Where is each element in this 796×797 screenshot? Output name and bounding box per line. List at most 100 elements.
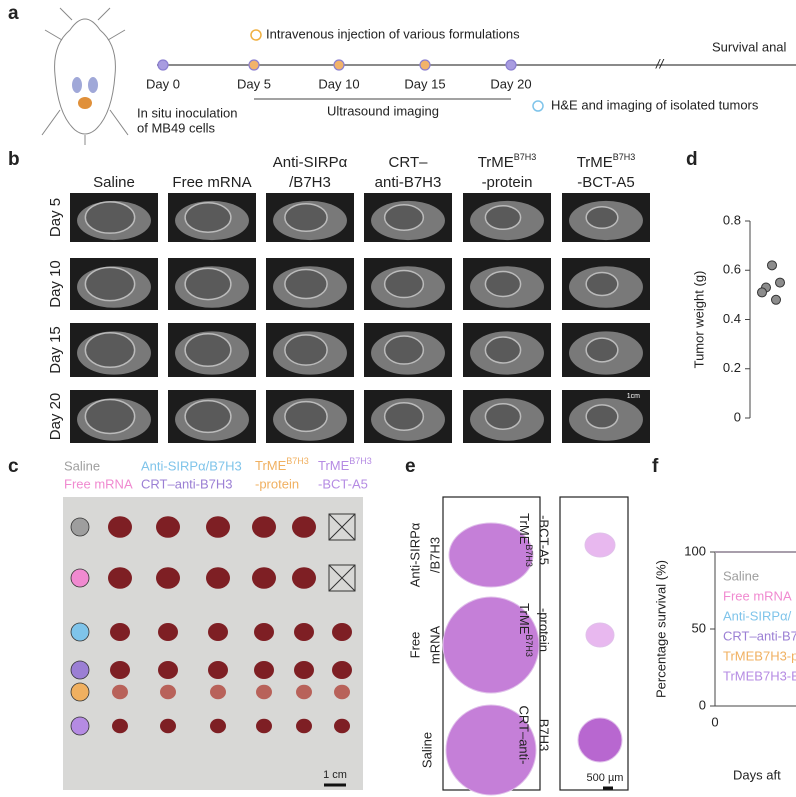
- tumor: [158, 623, 178, 641]
- day-label: Day 10: [318, 76, 359, 91]
- tumor: [160, 684, 176, 700]
- sample-label-base: TrME: [517, 513, 532, 545]
- legend-entry: TrMEB7H3: [318, 456, 372, 473]
- sample-label: /B7H3: [427, 537, 442, 573]
- legend-entry: Free mRNA: [723, 588, 792, 603]
- y-tick-label: 0.2: [723, 360, 741, 375]
- inoculation-label: In situ inoculation: [137, 105, 237, 120]
- ultrasound-tumor: [383, 269, 425, 299]
- column-header: anti-B7H3: [375, 174, 442, 191]
- panel-label: b: [8, 149, 20, 170]
- tumor: [294, 661, 314, 679]
- ultrasound-tumor: [484, 204, 522, 231]
- sample-label: -BCT-A5: [537, 515, 552, 565]
- tumor: [110, 623, 130, 641]
- scale-label: 500 µm: [587, 772, 624, 784]
- tumor: [206, 567, 230, 589]
- ultrasound-tumor: [585, 271, 619, 297]
- absent-cross: [328, 513, 356, 541]
- legend-entry: -protein: [255, 476, 299, 491]
- tumor: [332, 661, 352, 679]
- y-axis-label: Tumor weight (g): [691, 271, 706, 369]
- tumor: [294, 623, 314, 641]
- legend-entry: TrMEB7H3: [255, 456, 309, 473]
- ultrasound-tumor: [585, 205, 619, 230]
- tumor-photo: [63, 497, 363, 790]
- ultrasound-tumor: [184, 333, 232, 367]
- row-label: Day 20: [47, 393, 64, 441]
- row-label: Day 15: [47, 326, 64, 374]
- row-label: Day 10: [47, 260, 64, 308]
- tumor: [296, 718, 312, 734]
- column-header: CRT–: [389, 154, 429, 171]
- tumor: [158, 661, 178, 679]
- tumor: [332, 623, 352, 641]
- column-header: -protein: [482, 174, 533, 191]
- legend-entry: Anti-SIRPα/B7H3: [141, 458, 242, 473]
- group-marker: [70, 682, 90, 702]
- data-point: [757, 287, 767, 298]
- ultrasound-tumor: [484, 403, 522, 430]
- legend-entry: Saline: [723, 568, 759, 583]
- tumor: [292, 516, 316, 538]
- tumor: [110, 661, 130, 679]
- sample-label: B7H3: [537, 719, 552, 752]
- tumor: [252, 516, 276, 538]
- column-header-sup: B7H3: [613, 152, 636, 162]
- panel-label: d: [686, 149, 698, 170]
- group-marker: [70, 622, 90, 642]
- y-tick-label: 0.6: [723, 262, 741, 277]
- legend-entry: CRT–anti-B7: [723, 628, 796, 643]
- absent-tumor: [328, 513, 356, 541]
- column-header: Saline: [93, 174, 135, 191]
- data-point: [767, 260, 777, 271]
- ultrasound-tumor: [585, 337, 619, 363]
- sample-label: CRT–anti-: [517, 705, 532, 764]
- scale-label: 1 cm: [323, 769, 347, 781]
- absent-cross: [328, 564, 356, 592]
- tumor: [160, 718, 176, 734]
- tumor: [334, 718, 350, 734]
- sample-label-sup: B7H3: [524, 544, 534, 567]
- tissue-section: [584, 532, 616, 558]
- day-label: Day 20: [490, 76, 531, 91]
- tumor: [206, 516, 230, 538]
- tumor: [156, 567, 180, 589]
- sample-label: Saline: [419, 732, 434, 768]
- inoculation-label: of MB49 cells: [137, 120, 216, 135]
- scale-label: 1cm: [627, 393, 640, 400]
- column-header: TrMEB7H3: [478, 152, 537, 171]
- legend-entry: -BCT-A5: [318, 476, 368, 491]
- legend-entry-base: TrME: [318, 458, 350, 473]
- tumor: [256, 718, 272, 734]
- ultrasound-tumor: [84, 331, 136, 369]
- ultrasound-tumor: [284, 268, 328, 300]
- tumor: [112, 684, 128, 700]
- legend-entry-sup: B7H3: [349, 456, 372, 466]
- tumor: [252, 567, 276, 589]
- legend-entry: CRT–anti-B7H3: [141, 476, 233, 491]
- timepoint: [419, 59, 431, 71]
- mouse-illustration: [41, 7, 129, 145]
- column-header: Anti-SIRPα: [273, 154, 348, 171]
- tumor: [210, 684, 226, 700]
- y-tick-label: 0.8: [723, 212, 741, 227]
- panel-label: c: [8, 456, 19, 477]
- injection-label: Intravenous injection of various formula…: [266, 26, 520, 41]
- column-header: /B7H3: [289, 174, 331, 191]
- ultrasound-tumor: [585, 404, 619, 429]
- sample-label: -protein: [537, 608, 552, 652]
- ultrasound-tumor: [284, 203, 328, 232]
- sample-label-base: TrME: [517, 603, 532, 635]
- legend-entry: Free mRNA: [64, 476, 133, 491]
- column-header: TrMEB7H3: [577, 152, 636, 171]
- panel-label: f: [652, 456, 659, 477]
- legend-entry: TrMEB7H3-BC: [723, 668, 796, 683]
- column-header: -BCT-A5: [577, 174, 635, 191]
- timepoint: [248, 59, 260, 71]
- day-label: Day 0: [146, 76, 180, 91]
- legend-entry: Saline: [64, 458, 100, 473]
- column-header-base: TrME: [478, 154, 514, 171]
- tumor: [208, 623, 228, 641]
